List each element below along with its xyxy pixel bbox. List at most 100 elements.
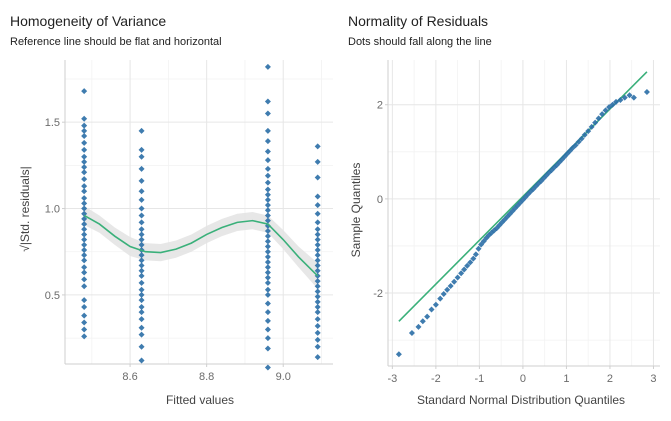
data-point bbox=[314, 202, 321, 209]
data-point bbox=[264, 98, 271, 105]
data-point bbox=[138, 127, 145, 134]
data-point bbox=[81, 283, 88, 290]
data-point bbox=[419, 318, 426, 325]
left-chart-title: Homogeneity of Variance bbox=[10, 13, 166, 29]
x-tick-label: 1 bbox=[563, 373, 569, 385]
data-point bbox=[81, 133, 88, 139]
x-tick-label: 2 bbox=[607, 373, 613, 385]
data-point bbox=[432, 301, 439, 308]
data-point bbox=[264, 326, 271, 333]
data-point bbox=[314, 257, 321, 264]
data-point bbox=[81, 236, 88, 243]
data-point bbox=[314, 193, 321, 200]
data-point bbox=[314, 226, 321, 233]
data-point bbox=[81, 312, 88, 319]
data-point bbox=[314, 210, 321, 217]
data-point bbox=[314, 278, 321, 285]
data-point bbox=[581, 131, 588, 138]
data-point bbox=[138, 343, 145, 350]
data-point bbox=[138, 212, 145, 219]
data-point bbox=[81, 146, 88, 153]
data-point bbox=[138, 241, 145, 248]
x-tick-label: 8.8 bbox=[199, 371, 214, 383]
data-point bbox=[621, 94, 628, 101]
data-point bbox=[437, 295, 444, 302]
y-tick-label: 0.5 bbox=[45, 290, 60, 302]
data-point bbox=[138, 291, 145, 298]
data-point bbox=[264, 217, 271, 224]
data-point bbox=[264, 233, 271, 240]
data-point bbox=[314, 241, 321, 248]
data-point bbox=[613, 98, 620, 105]
data-point bbox=[264, 207, 271, 214]
right-y-axis-title: Sample Quantiles bbox=[349, 163, 363, 258]
data-point bbox=[264, 127, 271, 134]
data-point bbox=[81, 269, 88, 276]
data-point bbox=[264, 212, 271, 219]
data-point bbox=[602, 107, 609, 114]
data-point bbox=[314, 354, 321, 361]
y-tick-label: 1.0 bbox=[45, 204, 60, 216]
data-point bbox=[81, 210, 88, 217]
data-point bbox=[599, 111, 606, 118]
data-point bbox=[264, 248, 271, 255]
data-point bbox=[81, 319, 88, 326]
data-point bbox=[81, 176, 88, 183]
data-point bbox=[461, 266, 468, 273]
y-tick-label: 1.5 bbox=[45, 117, 60, 129]
data-point bbox=[264, 309, 271, 316]
data-point bbox=[81, 326, 88, 333]
data-point bbox=[264, 157, 271, 164]
data-point bbox=[81, 188, 88, 195]
data-point bbox=[138, 262, 145, 269]
data-point bbox=[138, 188, 145, 195]
data-point bbox=[575, 138, 582, 145]
data-point bbox=[451, 278, 458, 285]
data-point bbox=[264, 172, 271, 179]
data-point bbox=[138, 205, 145, 212]
data-point bbox=[444, 286, 451, 293]
data-point bbox=[81, 200, 88, 207]
data-point bbox=[138, 196, 145, 203]
data-point bbox=[264, 196, 271, 203]
data-point bbox=[585, 128, 592, 135]
data-point bbox=[81, 215, 88, 222]
data-point bbox=[81, 169, 88, 176]
data-point bbox=[81, 276, 88, 283]
data-point bbox=[617, 97, 624, 104]
data-point bbox=[264, 286, 271, 293]
data-point bbox=[440, 290, 447, 297]
data-point bbox=[81, 221, 88, 228]
data-point bbox=[472, 251, 479, 258]
data-point bbox=[630, 94, 637, 101]
data-point bbox=[643, 89, 650, 96]
data-point bbox=[264, 191, 271, 198]
data-point bbox=[415, 323, 422, 330]
data-point bbox=[264, 202, 271, 209]
data-point bbox=[264, 335, 271, 342]
data-point bbox=[81, 115, 88, 122]
data-point bbox=[81, 241, 88, 248]
data-point bbox=[314, 298, 321, 305]
data-point bbox=[81, 333, 88, 340]
y-tick-label: 2 bbox=[377, 100, 383, 112]
data-point bbox=[314, 267, 321, 274]
data-point bbox=[138, 324, 145, 331]
data-point bbox=[428, 306, 435, 313]
data-point bbox=[138, 331, 145, 338]
data-point bbox=[314, 343, 321, 350]
data-point bbox=[506, 210, 513, 217]
data-point bbox=[475, 245, 482, 252]
data-point bbox=[264, 279, 271, 286]
data-point bbox=[264, 110, 271, 117]
data-point bbox=[264, 165, 271, 172]
data-point bbox=[81, 205, 88, 212]
data-point bbox=[626, 92, 633, 99]
data-point bbox=[314, 252, 321, 259]
data-point bbox=[264, 253, 271, 260]
data-point bbox=[314, 323, 321, 329]
data-point bbox=[458, 270, 465, 277]
data-point bbox=[81, 297, 88, 304]
